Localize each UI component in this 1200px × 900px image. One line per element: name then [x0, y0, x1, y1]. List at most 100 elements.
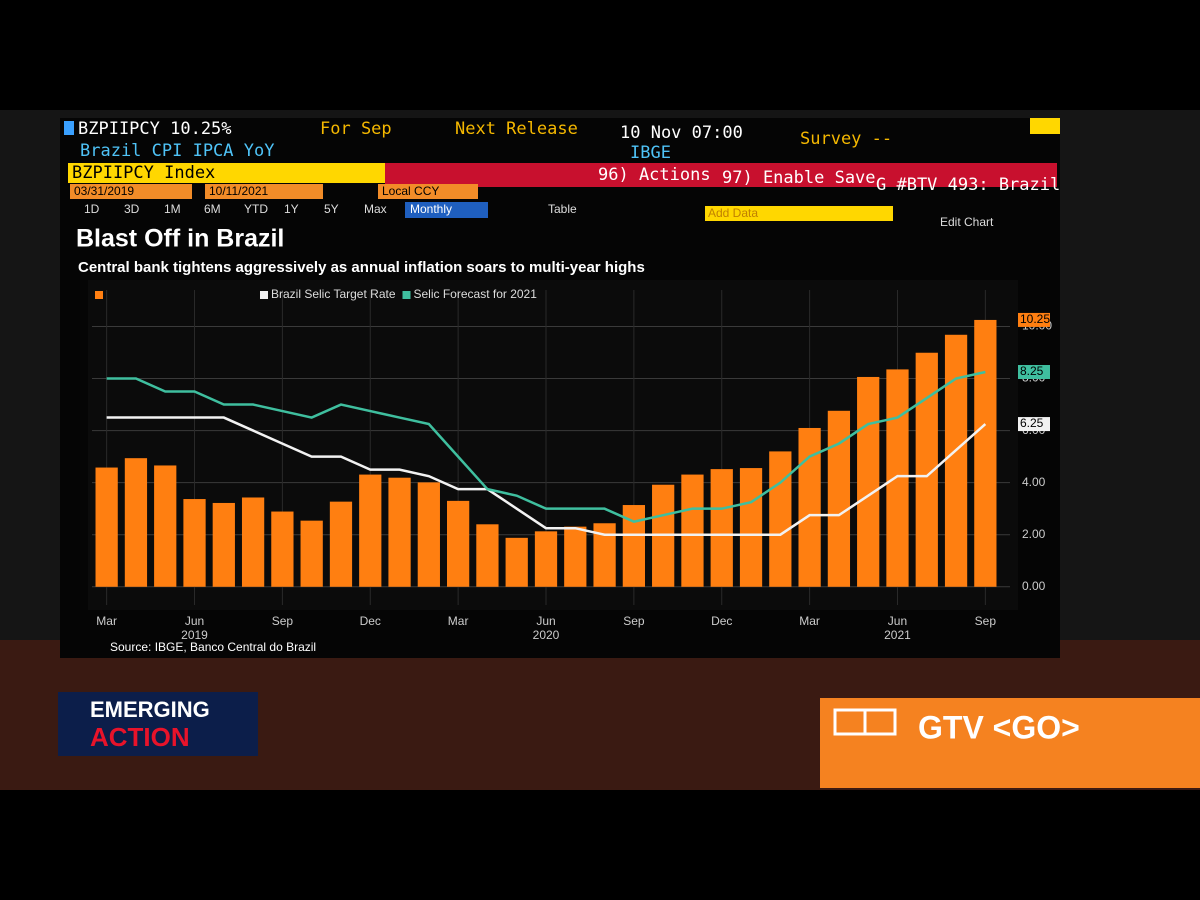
bar [769, 451, 792, 587]
next-release: 10 Nov 07:00 [620, 123, 743, 143]
bar [417, 482, 440, 587]
bar [564, 526, 587, 587]
x-tick-label: Jun [888, 614, 907, 628]
marker [64, 121, 74, 135]
frequency-box[interactable] [405, 202, 488, 218]
ticker-value: BZPIIPCY 10.25% [78, 119, 232, 139]
tab[interactable]: 3D [124, 202, 140, 216]
bar [388, 477, 411, 587]
action-bar [385, 163, 1057, 187]
source-short: IBGE [630, 143, 671, 163]
show-logo [58, 692, 258, 756]
bar [798, 427, 821, 587]
security: BZPIIPCY Index [72, 163, 215, 183]
bar [95, 467, 118, 587]
x-tick-label: Sep [623, 614, 645, 628]
year-label: 2019 [181, 628, 208, 642]
year-label: 2020 [533, 628, 560, 642]
bar [154, 465, 177, 587]
x-tick-label: Sep [272, 614, 294, 628]
tab-bar: 1D 3D 1M 6M YTD 1Y 5Y Max [84, 202, 387, 216]
bar [212, 502, 235, 587]
tab[interactable]: 1D [84, 202, 100, 216]
legend-swatch [95, 291, 103, 299]
show-line1: EMERGING [90, 697, 210, 722]
tab[interactable]: YTD [244, 202, 268, 216]
year-label: 2021 [884, 628, 911, 642]
line [106, 416, 987, 536]
chart-name: G #BTV 493: Brazil [876, 175, 1060, 195]
currency-box[interactable] [378, 184, 478, 199]
y-tick-label: 2.00 [1022, 527, 1046, 541]
bar [124, 458, 148, 587]
chart-subtitle: Central bank tightens aggressively as an… [78, 259, 645, 276]
legend-entry: Brazil Selic Target Rate [271, 287, 396, 301]
last-value: 10.25 [1020, 312, 1050, 326]
frequency: Monthly [410, 202, 452, 216]
bar [505, 537, 528, 587]
chart-title: Blast Off in Brazil [76, 225, 284, 253]
help-button[interactable] [1030, 118, 1060, 134]
x-tick-label: Mar [96, 614, 117, 628]
end-date-box[interactable] [205, 184, 323, 199]
bar [710, 469, 733, 587]
survey: Survey -- [800, 129, 892, 149]
x-tick-label: Mar [799, 614, 820, 628]
bar [271, 511, 294, 587]
bar [827, 410, 851, 587]
currency: Local CCY [382, 184, 439, 198]
bar [915, 352, 938, 587]
x-tick-label: Jun [536, 614, 555, 628]
last-value: 8.25 [1020, 364, 1044, 378]
bar [446, 500, 470, 587]
bar [739, 468, 763, 587]
actions[interactable]: 96) Actions [598, 165, 711, 185]
tab[interactable]: 1Y [284, 202, 299, 216]
promo-box [820, 698, 1200, 788]
x-tick-label: Mar [448, 614, 469, 628]
start-date-box[interactable] [70, 184, 192, 199]
y-tick-label: 0.00 [1022, 579, 1046, 593]
last-value-tag [1018, 365, 1050, 380]
bar [329, 501, 353, 587]
bar [622, 505, 646, 587]
table-tab[interactable]: Table [548, 202, 577, 216]
x-tick-label: Dec [711, 614, 732, 628]
legend-swatch [260, 291, 268, 299]
bar [359, 474, 382, 587]
add-data-box[interactable] [705, 206, 893, 221]
x-tick-label: Jun [185, 614, 204, 628]
security-box[interactable] [68, 163, 385, 183]
last-value-tag [1018, 312, 1050, 327]
start-date: 03/31/2019 [74, 184, 134, 198]
end-date: 10/11/2021 [209, 184, 268, 198]
bar [857, 376, 880, 587]
promo: GTV <GO> [918, 709, 1080, 745]
add-data: Add Data [708, 206, 758, 220]
tab[interactable]: 1M [164, 202, 181, 216]
bar [300, 520, 323, 587]
next-release-label: Next Release [455, 119, 578, 139]
bar [534, 531, 558, 587]
tab[interactable]: 5Y [324, 202, 339, 216]
chart-source: Source: IBGE, Banco Central do Brazil [110, 640, 316, 654]
bar [476, 524, 499, 587]
enable-save[interactable]: 97) Enable Save [722, 168, 876, 188]
plot: 0.002.004.006.008.0010.00MarJun2019SepDe… [92, 287, 1052, 642]
tab[interactable]: 6M [204, 202, 221, 216]
edit-chart[interactable]: Edit Chart [940, 215, 994, 229]
bar [183, 499, 206, 587]
bar [593, 523, 616, 587]
show-line2: ACTION [90, 722, 190, 752]
legend-swatch [402, 291, 411, 299]
bar [241, 497, 265, 587]
tab[interactable]: Max [364, 202, 387, 216]
bar [944, 334, 968, 587]
last-value: 6.25 [1020, 416, 1044, 430]
line [106, 370, 986, 524]
x-tick-label: Dec [360, 614, 381, 628]
last-value-tag [1018, 417, 1050, 432]
legend-entry: Selic Forecast for 2021 [414, 287, 538, 301]
bar [886, 369, 909, 587]
bar [974, 319, 997, 587]
